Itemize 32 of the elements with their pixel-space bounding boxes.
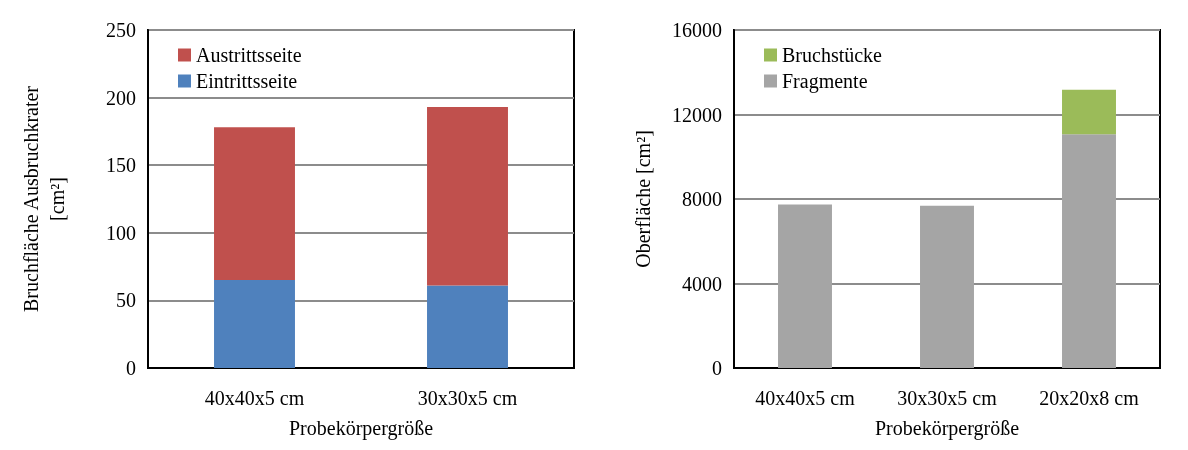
y-tick-label: 0 bbox=[712, 357, 722, 379]
x-tick-label: 30x30x5 cm bbox=[417, 387, 518, 409]
x-axis-title: Probekörpergröße bbox=[874, 417, 1020, 440]
y-tick-label: 12000 bbox=[672, 103, 722, 126]
y-tick-label: 50 bbox=[116, 289, 136, 312]
y-tick-label: 4000 bbox=[682, 272, 722, 295]
bar bbox=[427, 107, 508, 286]
bar bbox=[1062, 134, 1116, 368]
y-tick-label: 16000 bbox=[672, 19, 722, 41]
legend-label: Bruchstücke bbox=[782, 44, 883, 66]
x-tick-label: 20x20x8 cm bbox=[1039, 387, 1140, 409]
y-tick-label: 250 bbox=[106, 19, 136, 41]
x-tick-label: 40x40x5 cm bbox=[204, 387, 305, 409]
x-tick-label: 40x40x5 cm bbox=[755, 387, 856, 409]
bar bbox=[920, 205, 974, 368]
legend-label: Eintrittsseite bbox=[196, 70, 298, 92]
y-tick-label: 100 bbox=[106, 221, 136, 244]
bar bbox=[214, 280, 295, 368]
bar bbox=[427, 285, 508, 368]
bar bbox=[1062, 89, 1116, 135]
y-tick-label: 8000 bbox=[682, 188, 722, 210]
y-tick-label: 0 bbox=[126, 357, 136, 379]
bar bbox=[778, 204, 832, 368]
legend-label: Fragmente bbox=[782, 70, 868, 93]
legend-label: Austrittsseite bbox=[196, 44, 302, 66]
x-tick-label: 30x30x5 cm bbox=[897, 387, 998, 409]
y-tick-label: 150 bbox=[106, 154, 136, 177]
y-axis-title: Oberfläche [cm²] bbox=[632, 130, 654, 268]
y-axis-title: Bruchfläche Ausbruchkrater [cm²] bbox=[20, 85, 68, 313]
y-tick-label: 200 bbox=[106, 86, 136, 109]
bar bbox=[214, 127, 295, 281]
x-axis-title: Probekörpergröße bbox=[288, 417, 434, 440]
